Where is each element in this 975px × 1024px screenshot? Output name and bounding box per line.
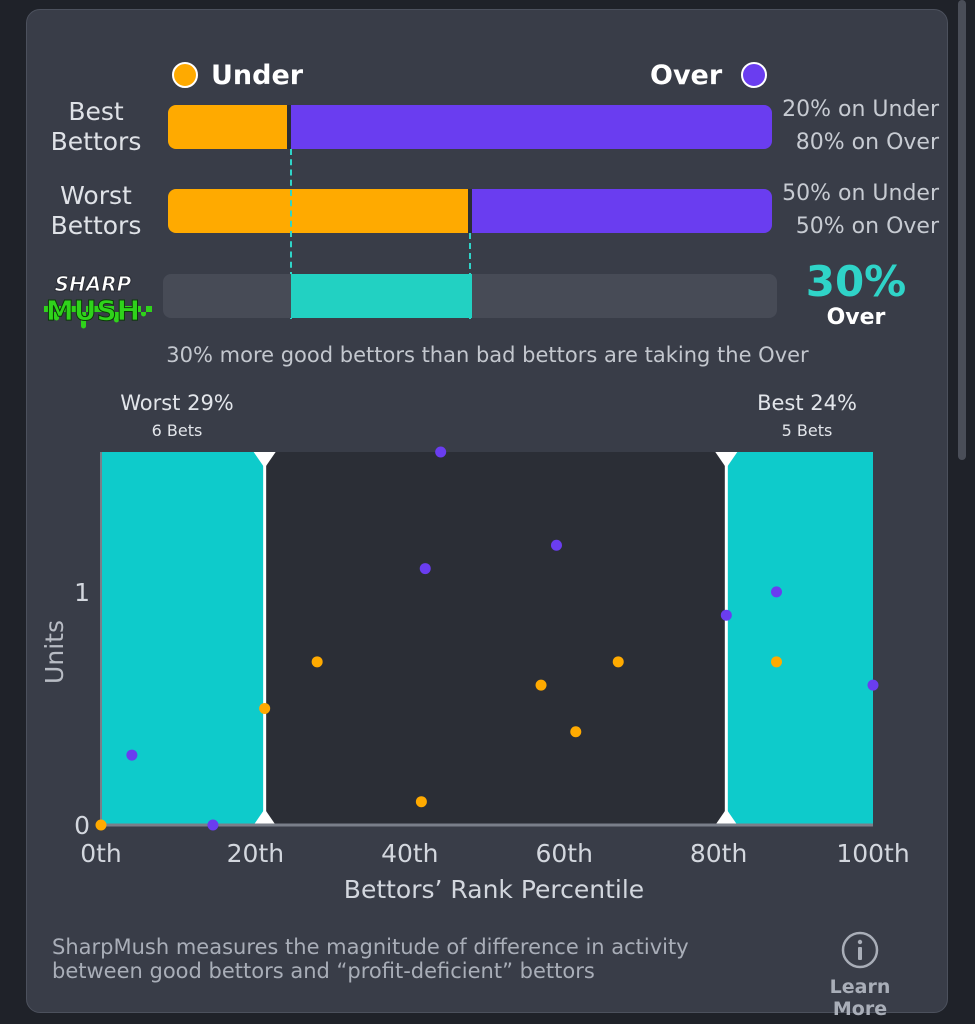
- best-under-pct: 20% on Under: [782, 97, 939, 122]
- footer-line1: SharpMush measures the magnitude of diff…: [52, 935, 689, 959]
- over-legend-label: Over: [650, 60, 723, 91]
- x-tick-label: 80th: [690, 839, 747, 868]
- zone-sublabel-worst: 6 Bets: [152, 421, 203, 440]
- point-over: [207, 819, 219, 831]
- zone-worst: [101, 452, 265, 825]
- best-label-line2: Bettors: [50, 127, 142, 156]
- point-under: [259, 702, 271, 714]
- x-tick-label: 20th: [227, 839, 284, 868]
- x-axis-label: Bettors’ Rank Percentile: [344, 875, 644, 904]
- worst-label-line2: Bettors: [50, 211, 142, 240]
- dashed-connector-left: [289, 149, 292, 319]
- under-legend-dot: [172, 62, 198, 88]
- point-over: [867, 679, 879, 691]
- zone-best: [726, 452, 873, 825]
- x-tick-label: 100th: [836, 839, 909, 868]
- point-under: [570, 726, 582, 738]
- worst-pct-text: 50% on Under 50% on Over: [782, 177, 939, 243]
- sharpmush-value: 30%: [805, 257, 907, 306]
- bar-separator: [286, 105, 291, 149]
- logo-text-bottom: MUSH: [46, 294, 140, 327]
- bar-separator: [468, 189, 472, 233]
- best-under-segment: [168, 105, 287, 149]
- worst-label-line1: Worst: [60, 181, 132, 210]
- sharpmush-logo: SHARP MUSH: [44, 272, 152, 329]
- worst-over-segment: [472, 189, 772, 233]
- point-under: [535, 679, 547, 691]
- worst-over-pct: 50% on Over: [795, 214, 939, 239]
- learn-more-label: Learn More: [829, 976, 891, 1020]
- x-tick-label: 40th: [381, 839, 438, 868]
- zone-handle-top-best: [715, 452, 738, 468]
- zone-handle-bottom-worst: [253, 809, 276, 825]
- zone-handle-top-worst: [253, 452, 276, 468]
- point-under: [415, 796, 427, 808]
- y-tick-label: 0: [74, 811, 90, 840]
- sharpmush-diff-segment: [290, 274, 472, 318]
- footer-text: SharpMush measures the magnitude of diff…: [52, 935, 792, 983]
- under-legend-label: Under: [211, 60, 304, 91]
- point-under: [612, 656, 624, 668]
- best-pct-text: 20% on Under 80% on Over: [782, 93, 939, 159]
- worst-bettors-label: Worst Bettors: [31, 181, 161, 241]
- learn-more-button[interactable]: Learn More: [800, 930, 920, 1020]
- best-bettors-label: Best Bettors: [31, 97, 161, 157]
- point-under: [95, 819, 107, 831]
- point-over: [126, 749, 138, 761]
- worst-under-pct: 50% on Under: [782, 181, 939, 206]
- sharpmush-summary: 30% more good bettors than bad bettors a…: [166, 343, 809, 367]
- point-under: [311, 656, 323, 668]
- zone-label-worst: Worst 29%: [120, 391, 234, 415]
- best-bettors-bar: [168, 105, 772, 149]
- zone-sublabel-best: 5 Bets: [782, 421, 833, 440]
- point-over: [720, 609, 732, 621]
- point-over: [550, 539, 562, 551]
- footer-line2: between good bettors and “profit-deficie…: [52, 959, 595, 983]
- point-over: [435, 446, 447, 458]
- point-over: [419, 563, 431, 575]
- best-label-line1: Best: [68, 97, 124, 126]
- logo-text-top: SHARP: [55, 272, 132, 296]
- over-legend-dot: [741, 62, 767, 88]
- info-circle-icon: [841, 931, 879, 969]
- worst-bettors-bar: [168, 189, 772, 233]
- best-over-segment: [290, 105, 772, 149]
- zone-handle-bottom-best: [715, 809, 738, 825]
- x-tick-label: 0th: [80, 839, 122, 868]
- point-over: [771, 586, 782, 598]
- logo-drips: [44, 306, 152, 329]
- sharpmush-side: Over: [826, 305, 886, 330]
- x-tick-label: 60th: [535, 839, 592, 868]
- zone-label-best: Best 24%: [757, 391, 857, 415]
- scrollbar[interactable]: [958, 0, 966, 460]
- y-axis-label: Units: [40, 620, 69, 684]
- y-tick-label: 1: [74, 578, 90, 607]
- best-over-pct: 80% on Over: [795, 130, 939, 155]
- point-under: [771, 656, 782, 668]
- worst-under-segment: [168, 189, 468, 233]
